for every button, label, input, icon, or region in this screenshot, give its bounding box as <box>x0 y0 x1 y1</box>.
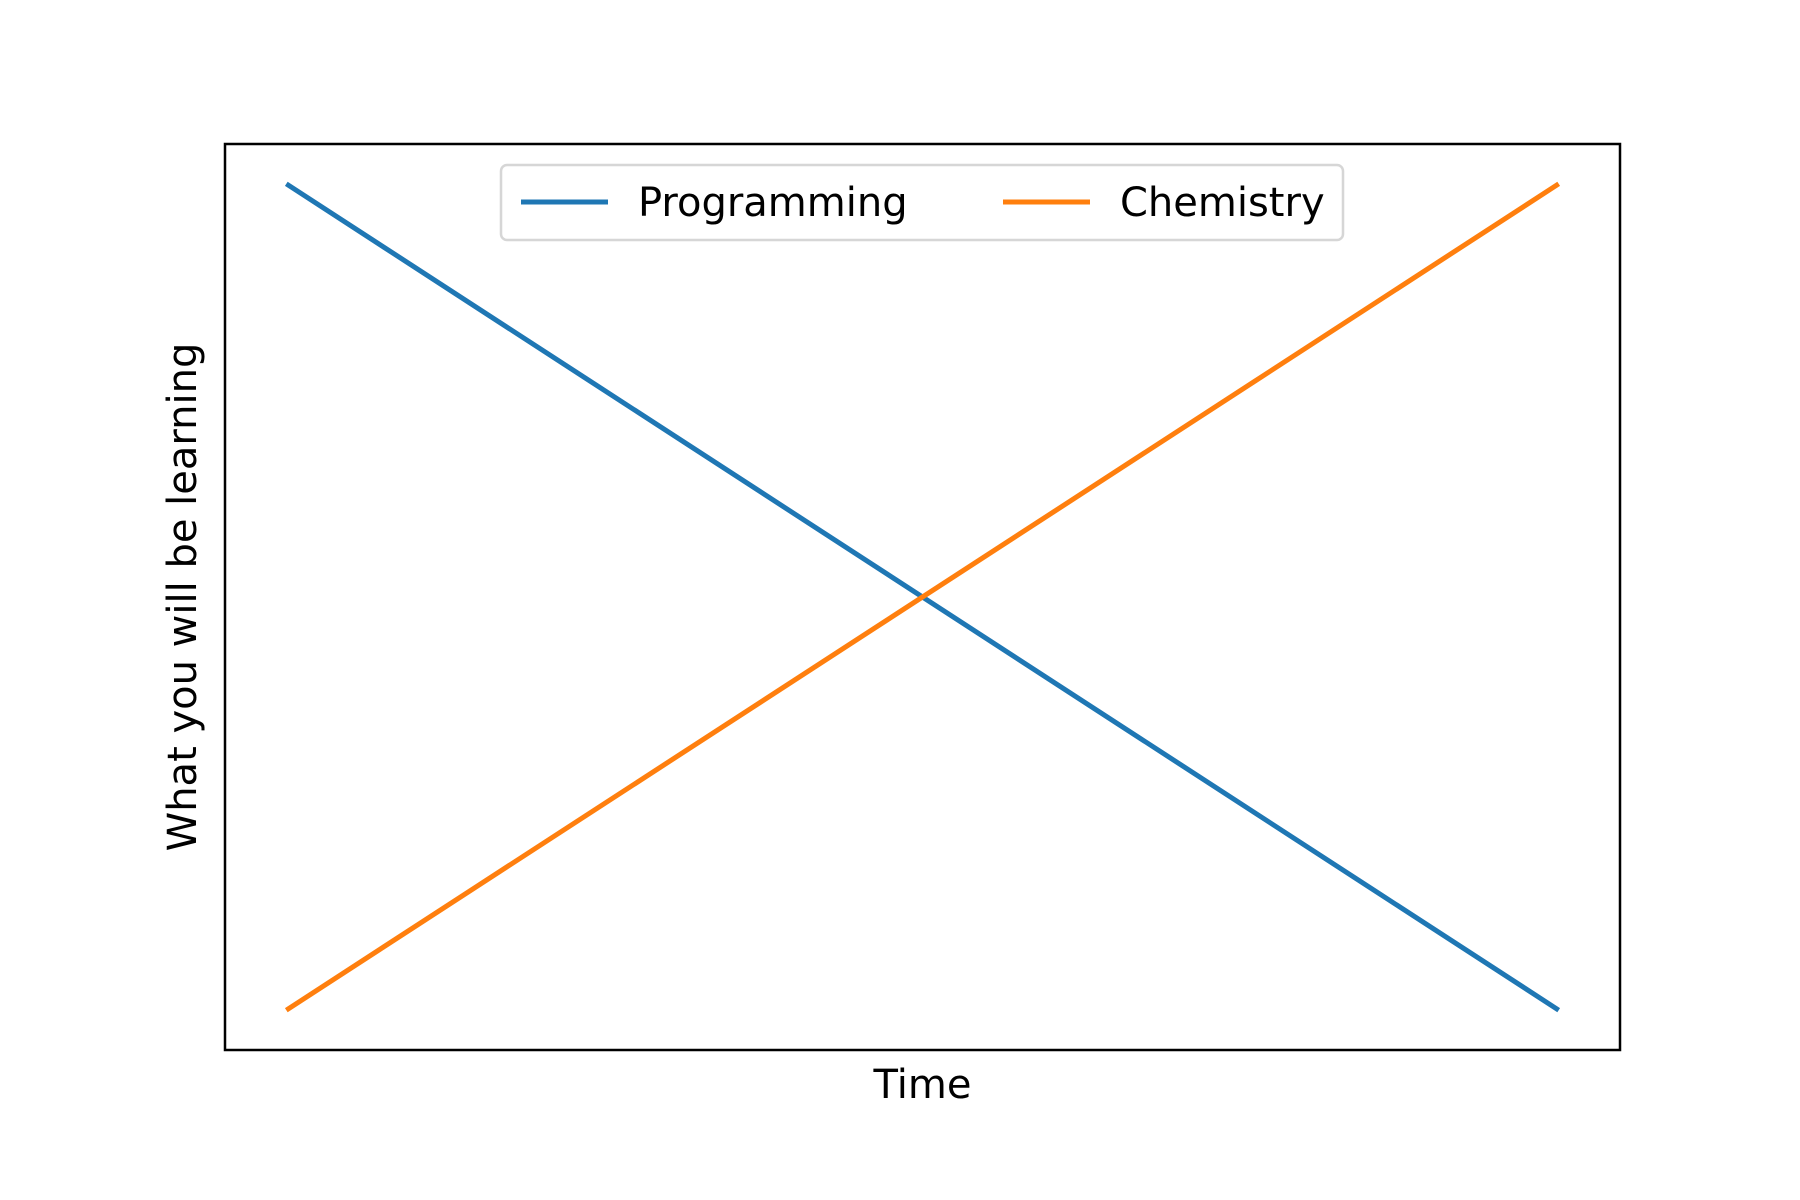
legend-entry-programming: Programming <box>521 180 908 226</box>
y-axis-label: What you will be learning <box>160 343 206 852</box>
legend-label-programming: Programming <box>638 180 908 226</box>
series-layer <box>284 181 1561 1013</box>
series-line-chemistry <box>284 181 1561 1013</box>
axes-frame <box>223 142 1622 1052</box>
legend-label-chemistry: Chemistry <box>1120 180 1325 226</box>
x-axis-label: Time <box>873 1062 972 1108</box>
legend-entry-chemistry: Chemistry <box>1003 180 1325 226</box>
legend: Programming Chemistry <box>499 163 1345 242</box>
legend-frame <box>499 163 1345 242</box>
